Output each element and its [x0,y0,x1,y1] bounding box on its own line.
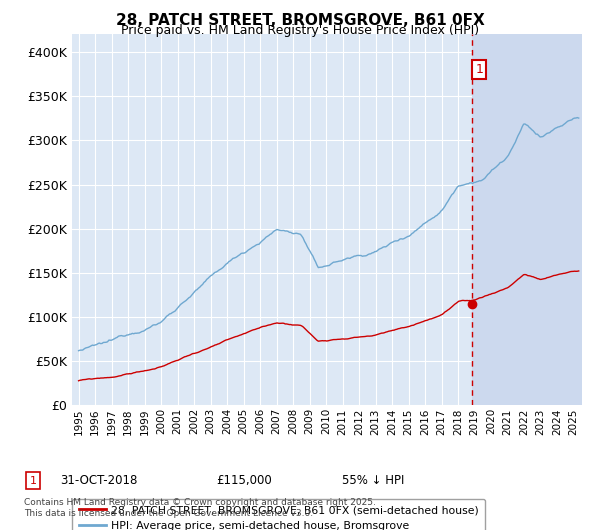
Text: 31-OCT-2018: 31-OCT-2018 [60,474,137,487]
Text: 55% ↓ HPI: 55% ↓ HPI [342,474,404,487]
Legend: 28, PATCH STREET, BROMSGROVE, B61 0FX (semi-detached house), HPI: Average price,: 28, PATCH STREET, BROMSGROVE, B61 0FX (s… [72,499,485,530]
Text: Price paid vs. HM Land Registry's House Price Index (HPI): Price paid vs. HM Land Registry's House … [121,24,479,38]
Bar [472,34,582,405]
Text: 1: 1 [475,63,483,76]
Text: 1: 1 [29,476,37,485]
Text: Contains HM Land Registry data © Crown copyright and database right 2025.
This d: Contains HM Land Registry data © Crown c… [24,498,376,518]
Text: 28, PATCH STREET, BROMSGROVE, B61 0FX: 28, PATCH STREET, BROMSGROVE, B61 0FX [116,13,484,28]
Text: £115,000: £115,000 [216,474,272,487]
